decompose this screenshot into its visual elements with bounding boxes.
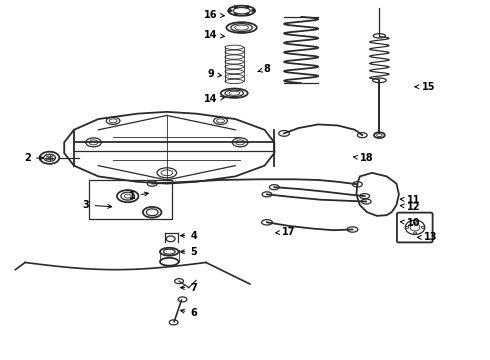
Circle shape [234,6,237,8]
Circle shape [234,13,237,15]
Text: 11: 11 [400,195,420,205]
Text: 7: 7 [180,283,197,293]
Text: 16: 16 [204,10,224,20]
Text: 10: 10 [400,218,420,228]
Circle shape [246,6,249,8]
Text: 15: 15 [415,82,435,92]
Text: 14: 14 [204,30,224,40]
Text: 3: 3 [83,200,112,210]
Text: 5: 5 [180,247,197,257]
Text: 2: 2 [24,153,43,163]
Text: 9: 9 [207,69,221,79]
Text: 14: 14 [204,94,224,104]
Circle shape [246,13,249,15]
Text: 17: 17 [276,227,296,237]
Circle shape [228,10,231,12]
Text: 18: 18 [354,153,374,163]
Text: 12: 12 [400,202,420,212]
Text: 13: 13 [417,232,438,242]
Text: 4: 4 [180,231,197,240]
Text: 6: 6 [180,308,197,318]
Circle shape [252,10,255,12]
Text: 8: 8 [258,64,270,74]
Text: 1: 1 [129,191,148,201]
